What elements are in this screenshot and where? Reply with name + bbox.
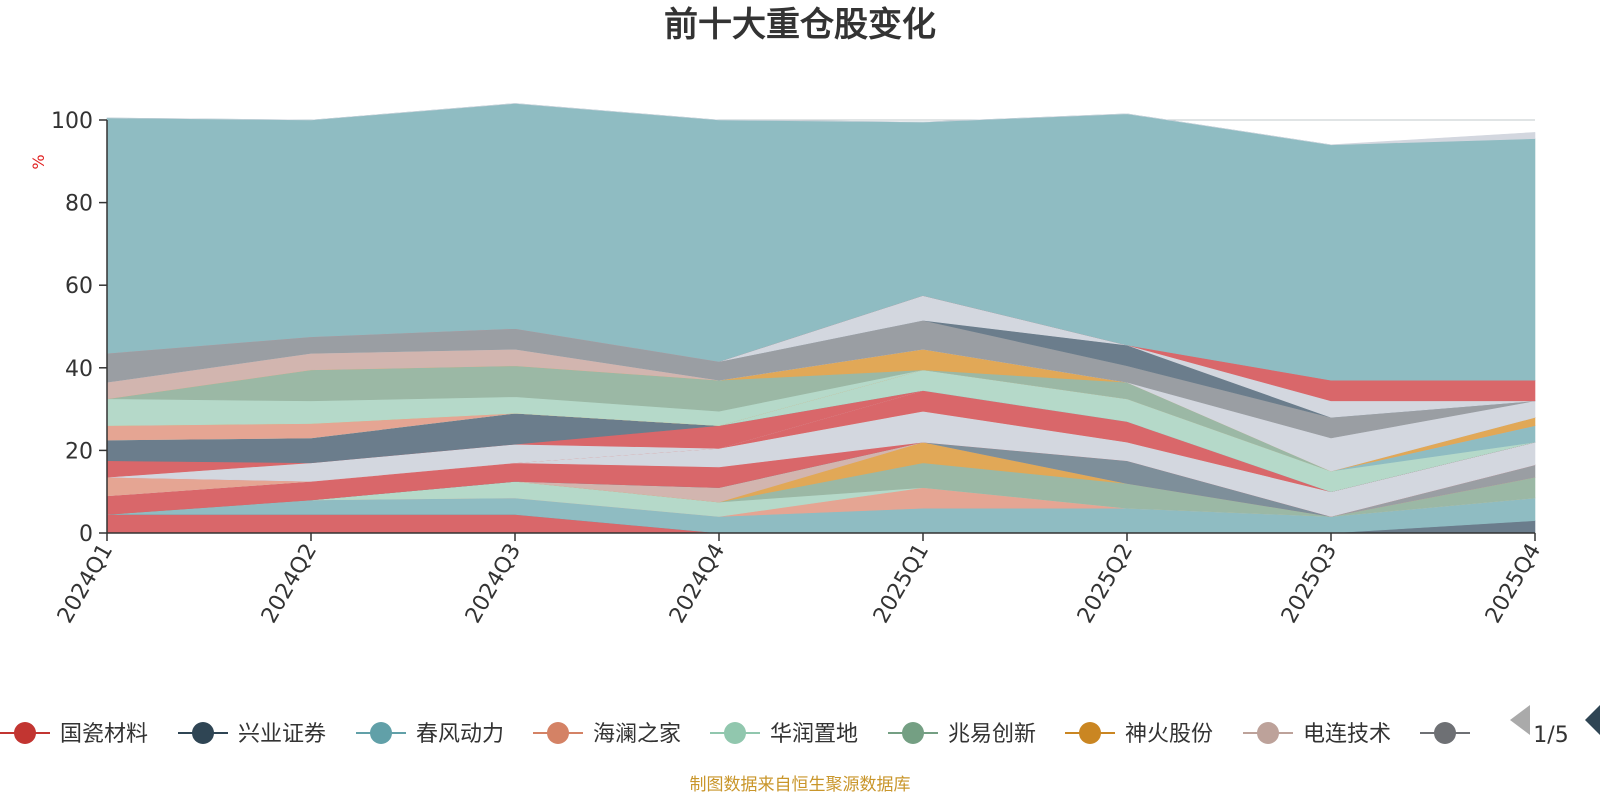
legend-label: 华润置地: [770, 722, 858, 747]
legend-marker: [1079, 722, 1101, 744]
legend-next-icon[interactable]: [1585, 705, 1600, 735]
legend: 国瓷材料兴业证券春风动力海澜之家华润置地兆易创新神火股份电连技术洋: [0, 705, 1508, 765]
x-tick-label: 2025Q2: [1073, 540, 1138, 628]
data-source-note: 制图数据来自恒生聚源数据库: [690, 775, 911, 795]
legend-label: 国瓷材料: [60, 722, 148, 747]
legend-label: 神火股份: [1125, 722, 1213, 747]
legend-item[interactable]: 神火股份: [1065, 722, 1213, 747]
x-tick-label: 2024Q3: [461, 540, 526, 628]
legend-clip-mask: [1478, 705, 1508, 765]
legend-marker: [547, 722, 569, 744]
legend-page-indicator: 1/5: [1533, 723, 1568, 748]
y-tick-label: 60: [65, 274, 93, 299]
legend-item[interactable]: 海澜之家: [533, 722, 681, 747]
legend-marker: [14, 722, 36, 744]
legend-marker: [1257, 722, 1279, 744]
legend-item[interactable]: 华润置地: [710, 722, 858, 747]
legend-label: 电连技术: [1303, 722, 1391, 747]
y-axis-unit: %: [29, 154, 48, 169]
legend-marker: [902, 722, 924, 744]
legend-marker: [1434, 722, 1456, 744]
x-tick-label: 2025Q3: [1277, 540, 1342, 628]
area-series-31: [106, 103, 1536, 146]
legend-marker: [192, 722, 214, 744]
legend-prev-icon[interactable]: [1510, 705, 1530, 735]
y-tick-label: 40: [65, 357, 93, 382]
legend-item[interactable]: 电连技术: [1243, 722, 1391, 747]
legend-marker: [370, 722, 392, 744]
legend-label: 兆易创新: [948, 722, 1036, 747]
legend-item[interactable]: 兆易创新: [888, 722, 1036, 747]
legend-label: 春风动力: [416, 722, 504, 747]
chart-title: 前十大重仓股变化: [664, 5, 936, 45]
legend-label: 兴业证券: [238, 722, 326, 747]
x-tick-label: 2024Q2: [257, 540, 322, 628]
y-tick-label: 100: [51, 109, 93, 134]
legend-item[interactable]: 国瓷材料: [0, 722, 148, 747]
legend-marker: [724, 722, 746, 744]
legend-pager: 1/5: [1510, 705, 1600, 748]
x-tick-label: 2025Q4: [1481, 540, 1546, 628]
legend-item[interactable]: 兴业证券: [178, 722, 326, 747]
x-tick-label: 2025Q1: [869, 540, 934, 628]
y-tick-label: 80: [65, 192, 93, 217]
x-tick-label: 2024Q4: [665, 540, 730, 628]
y-tick-label: 0: [79, 522, 93, 547]
legend-label: 海澜之家: [593, 722, 681, 747]
y-tick-label: 20: [65, 439, 93, 464]
x-tick-label: 2024Q1: [53, 540, 118, 628]
legend-item[interactable]: 春风动力: [356, 722, 504, 747]
stacked-areas: [106, 103, 1536, 534]
